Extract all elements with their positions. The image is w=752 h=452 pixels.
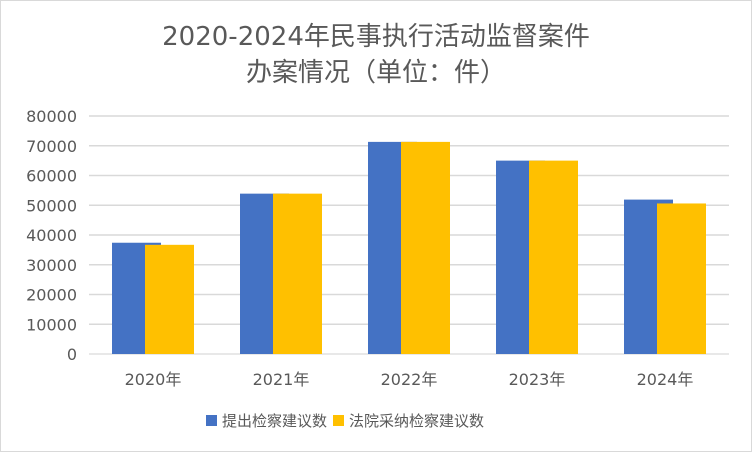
x-tick-label: 2024年 <box>637 370 694 389</box>
x-tick-label: 2021年 <box>253 370 310 389</box>
y-tick-label: 70000 <box>26 137 77 156</box>
legend-swatch <box>206 415 217 426</box>
y-tick-label: 30000 <box>26 256 77 275</box>
x-tick-label: 2023年 <box>509 370 566 389</box>
legend-label: 法院采纳检察建议数 <box>349 412 484 430</box>
x-tick-label: 2020年 <box>125 370 182 389</box>
bar-adopted <box>145 244 194 354</box>
bar-adopted <box>529 160 578 354</box>
x-tick-label: 2022年 <box>381 370 438 389</box>
y-tick-label: 0 <box>67 345 77 364</box>
y-tick-label: 50000 <box>26 196 77 215</box>
y-tick-label: 80000 <box>26 107 77 126</box>
y-tick-label: 60000 <box>26 167 77 186</box>
bar-adopted <box>401 141 450 354</box>
y-tick-label: 20000 <box>26 286 77 305</box>
legend-label: 提出检察建议数 <box>222 412 327 430</box>
bar-adopted <box>657 203 706 354</box>
y-tick-label: 40000 <box>26 226 77 245</box>
chart-title-line2: 办案情况（单位：件） <box>246 58 506 88</box>
bar-adopted <box>273 193 322 354</box>
legend-swatch <box>333 415 344 426</box>
y-tick-label: 10000 <box>26 315 77 334</box>
chart-title-line1: 2020-2024年民事执行活动监督案件 <box>162 22 590 52</box>
